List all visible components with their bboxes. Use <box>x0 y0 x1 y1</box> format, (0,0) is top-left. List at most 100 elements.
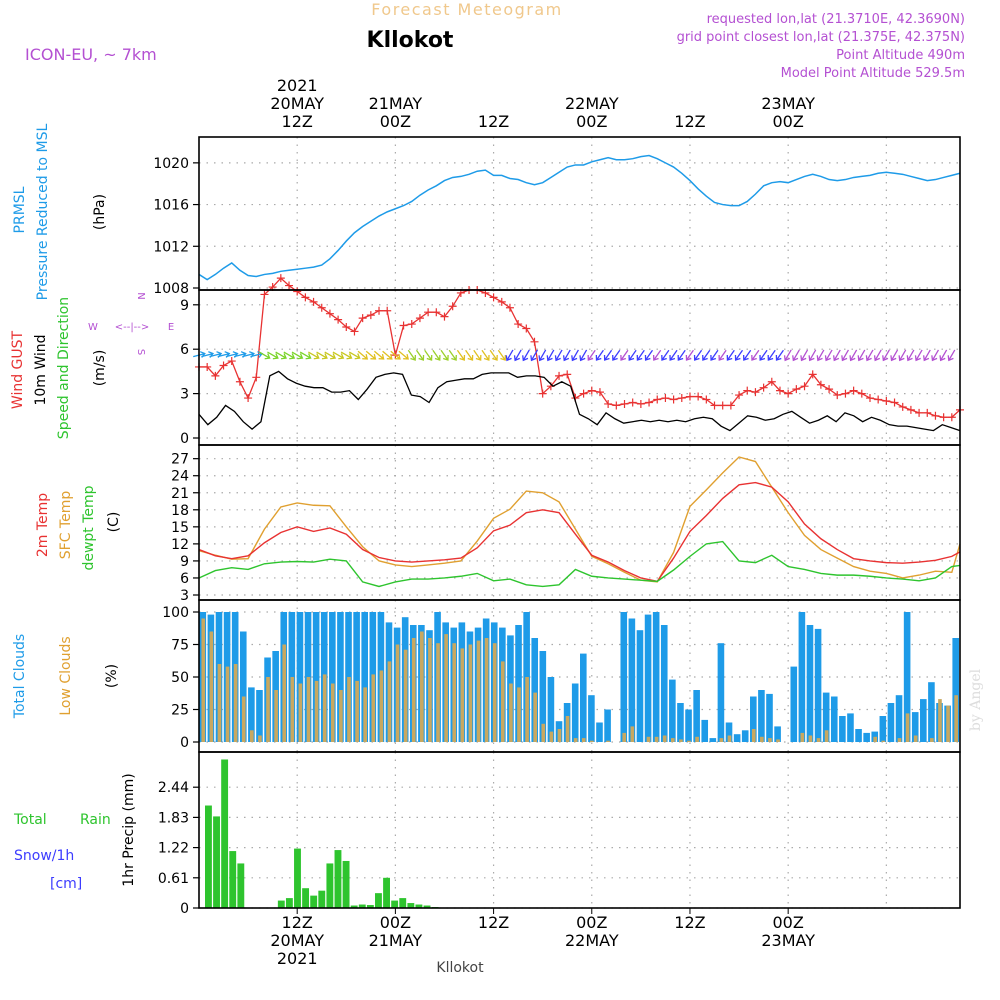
bottom-time-label: 23MAY <box>761 931 815 950</box>
wind-direction-arrow <box>595 349 604 361</box>
gust-marker <box>849 386 858 395</box>
precip-label-rain: Rain <box>80 812 111 828</box>
gust-marker <box>915 408 924 417</box>
wind-direction-arrow <box>571 349 579 362</box>
low-cloud-bar <box>355 680 359 742</box>
precip-bar <box>318 890 326 908</box>
wind-direction-arrow <box>448 349 457 361</box>
wind-direction-arrow <box>628 349 637 361</box>
precip-label-cm: [cm] <box>50 876 82 892</box>
low-cloud-bar <box>541 723 546 742</box>
temperature-tick-label: 24 <box>171 469 189 485</box>
low-cloud-bar <box>662 735 667 742</box>
gust-marker <box>375 306 384 315</box>
wind-direction-arrow <box>636 349 645 361</box>
temp-label-unit: (C) <box>106 512 122 533</box>
precip-bar <box>213 816 220 908</box>
low-cloud-bar <box>209 631 214 742</box>
low-cloud-bar <box>306 677 311 742</box>
gust-marker <box>751 388 760 397</box>
wind-arrow-shape <box>465 349 474 361</box>
wind-arrow-shape <box>448 349 457 361</box>
wind-direction-arrow <box>718 349 727 361</box>
total-cloud-bar <box>928 682 935 742</box>
wind-arrow-shape <box>390 350 401 360</box>
wind-direction-arrow <box>710 349 719 361</box>
wind-direction-arrow <box>792 349 800 362</box>
low-cloud-bar <box>468 644 473 742</box>
wind-direction-arrow <box>407 349 417 361</box>
gust-marker <box>489 293 498 302</box>
wind-direction-arrow <box>726 349 735 361</box>
low-cloud-bar <box>573 738 578 742</box>
gust-marker <box>309 297 318 306</box>
wind-arrow-shape <box>432 349 441 361</box>
low-cloud-bar <box>411 638 416 742</box>
wind-direction-arrow <box>546 349 555 362</box>
wind-arrow-shape <box>808 349 817 362</box>
total-cloud-bar <box>920 699 927 742</box>
low-cloud-bar <box>622 732 627 742</box>
wind-arrow-shape <box>824 349 833 362</box>
gust-marker <box>890 398 899 407</box>
model-altitude: Model Point Altitude 529.5m <box>781 66 965 81</box>
wind-arrow-shape <box>415 349 425 361</box>
gust-marker <box>595 388 604 397</box>
low-cloud-bar <box>444 634 448 742</box>
wind-arrow-shape <box>587 349 596 361</box>
top-time-label: 21MAY <box>369 94 423 113</box>
wind-arrow-shape <box>734 349 744 361</box>
wind-tick-label: 9 <box>180 298 189 314</box>
top-time-label: 23MAY <box>761 94 815 113</box>
precip-bar <box>205 805 212 908</box>
wind-direction-arrow <box>382 350 393 360</box>
tick-layer: 1008101210161020036936912151821242702550… <box>153 76 815 968</box>
pressure-line <box>198 154 961 281</box>
low-cloud-bar <box>282 644 287 742</box>
wind-arrow-shape <box>340 351 353 360</box>
wind-direction-arrow <box>481 349 490 361</box>
precip-bar <box>407 903 415 908</box>
total-cloud-bar <box>547 677 555 742</box>
gust-marker <box>227 357 236 366</box>
gust-marker <box>939 413 948 422</box>
wind-arrow-shape <box>481 349 490 361</box>
gust-marker <box>358 314 367 323</box>
temp2m-line <box>198 481 961 583</box>
total-cloud-bar <box>337 612 344 742</box>
wind-direction-arrow <box>440 349 449 361</box>
wind-arrow-shape <box>644 349 654 361</box>
gust-marker <box>244 394 253 403</box>
precip-bar <box>399 898 407 908</box>
gust-marker <box>685 392 694 401</box>
total-cloud-bar <box>248 687 255 742</box>
gust-marker <box>317 303 326 312</box>
wind-arrow-shape <box>857 349 866 362</box>
gust-marker <box>661 394 670 403</box>
gust-marker <box>653 395 662 404</box>
precip-panel-frame <box>198 751 961 909</box>
wind-direction-arrow <box>562 349 571 362</box>
wind-direction-arrow <box>374 350 385 360</box>
gust-marker <box>874 395 883 404</box>
cloud-label-low: Low Clouds <box>58 636 74 715</box>
low-cloud-bar <box>565 716 570 742</box>
low-cloud-bar <box>873 736 878 742</box>
gust-marker <box>816 380 825 389</box>
wind-direction-arrow <box>833 349 841 362</box>
wind-arrow-shape <box>759 349 768 361</box>
gust-marker <box>923 408 932 417</box>
wind-direction-arrow <box>890 349 899 362</box>
total-cloud-bar <box>839 716 846 742</box>
gust-marker <box>898 402 907 411</box>
wind-direction-arrow <box>816 349 825 362</box>
precip-bar <box>302 888 310 908</box>
total-cloud-bar <box>725 722 733 742</box>
precip-bar <box>366 905 374 908</box>
wind-direction-arrow <box>742 349 752 361</box>
wind-direction-arrow <box>299 351 312 360</box>
wind-direction-arrow <box>808 349 817 362</box>
low-cloud-bar <box>241 696 246 742</box>
total-cloud-bar <box>604 709 611 742</box>
gust-marker <box>792 385 801 394</box>
